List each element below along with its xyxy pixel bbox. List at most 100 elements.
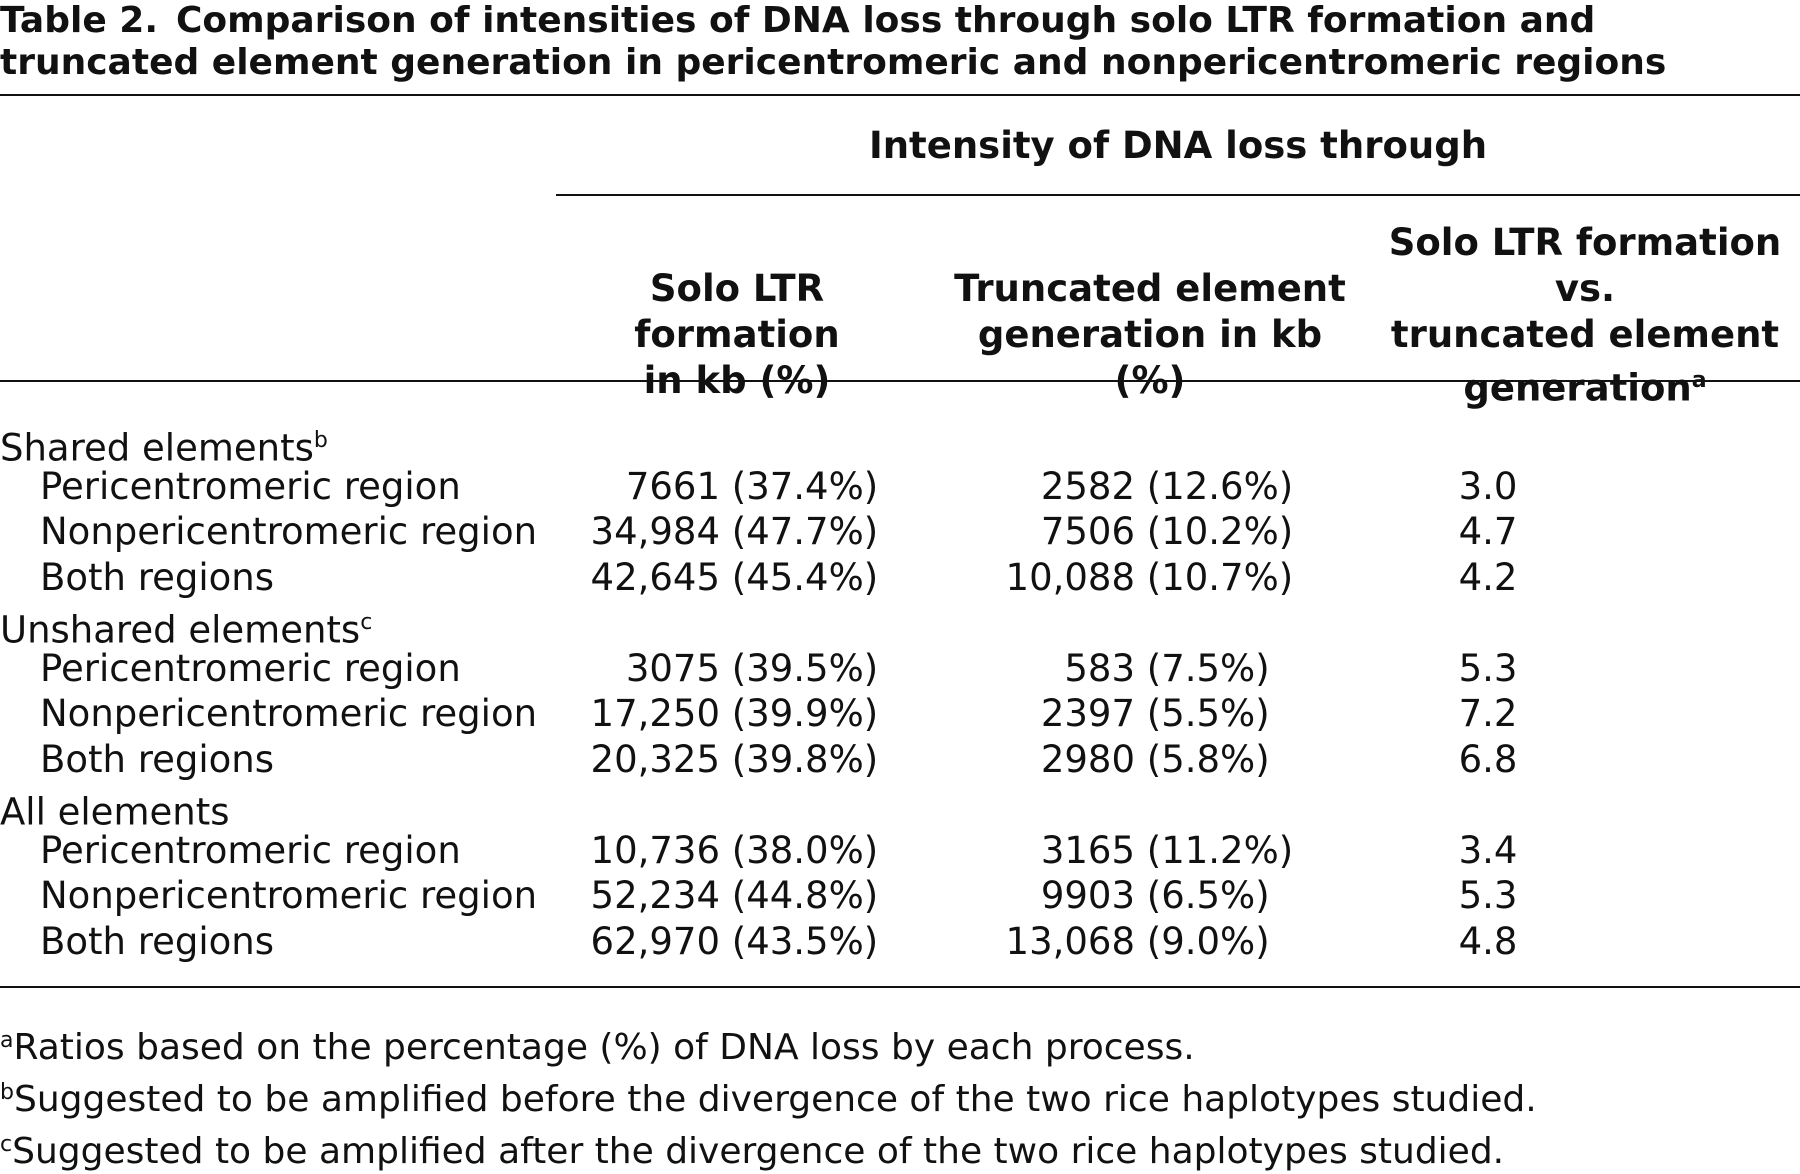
row-label: Both regions xyxy=(40,737,275,781)
column-header-solo-ltr-line1: Solo LTR formation xyxy=(634,267,840,356)
truncated-cell: 10,088 (10.7%) xyxy=(960,555,1294,601)
footnote: bSuggested to be amplified before the di… xyxy=(0,1070,1800,1122)
column-header-solo-ltr: Solo LTR formation in kb (%) xyxy=(552,266,922,404)
truncated-pct: (12.6%) xyxy=(1146,464,1294,508)
solo-ltr-pct: (39.8%) xyxy=(731,737,879,781)
column-header-truncated-line1: Truncated element xyxy=(954,267,1346,310)
footnote-mark: b xyxy=(0,1080,14,1105)
solo-ltr-pct: (37.4%) xyxy=(731,464,879,508)
solo-ltr-cell: 52,234 (44.8%) xyxy=(560,873,880,919)
table-title: Table 2. Comparison of intensities of DNA… xyxy=(0,0,1790,84)
ratio-cell: 3.0 xyxy=(1458,464,1518,508)
row-label: Pericentromeric region xyxy=(40,464,461,508)
truncated-kb: 2582 xyxy=(1040,464,1135,508)
group-row: All elements xyxy=(0,782,1800,833)
table-row: Both regions 42,645 (45.4%) 10,088 (10.7%)… xyxy=(0,555,1800,601)
ratio-cell: 4.7 xyxy=(1458,510,1518,553)
table-row: Both regions 62,970 (43.5%) 13,068 (9.0%) 4… xyxy=(0,919,1800,965)
ratio-cell: 7.2 xyxy=(1458,692,1518,735)
solo-ltr-cell: 62,970 (43.5%) xyxy=(560,919,880,965)
truncated-kb: 2397 xyxy=(1040,692,1135,735)
ratio-cell: 4.2 xyxy=(1458,555,1518,599)
truncated-kb: 13,068 xyxy=(1005,919,1135,963)
group-label-text: Unshared elements xyxy=(0,608,361,652)
group-label-sup: c xyxy=(360,610,373,635)
solo-ltr-kb: 52,234 xyxy=(590,874,720,917)
solo-ltr-cell: 20,325 (39.8%) xyxy=(560,737,880,783)
table-row: Nonpericentromeric region 34,984 (47.7%) 7… xyxy=(0,509,1800,555)
truncated-kb: 2980 xyxy=(1040,737,1135,781)
solo-ltr-pct: (39.5%) xyxy=(731,646,879,690)
truncated-pct: (10.7%) xyxy=(1146,555,1294,599)
truncated-cell: 2397 (5.5%) xyxy=(960,691,1290,737)
top-rule xyxy=(0,94,1800,96)
truncated-pct: (7.5%) xyxy=(1146,646,1270,690)
column-header-ratio-line3-text: generation xyxy=(1463,366,1692,410)
solo-ltr-kb: 7661 xyxy=(625,464,720,508)
truncated-cell: 7506 (10.2%) xyxy=(960,509,1293,555)
bottom-rule xyxy=(0,986,1800,988)
solo-ltr-kb: 62,970 xyxy=(590,919,720,963)
truncated-cell: 583 (7.5%) xyxy=(960,646,1290,692)
footnote-mark: c xyxy=(0,1132,13,1157)
solo-ltr-pct: (47.7%) xyxy=(731,510,879,553)
solo-ltr-cell: 7661 (37.4%) xyxy=(560,464,880,510)
group-label-text: All elements xyxy=(0,790,230,834)
truncated-pct: (6.5%) xyxy=(1146,874,1270,917)
solo-ltr-pct: (43.5%) xyxy=(731,919,879,963)
truncated-kb: 9903 xyxy=(1040,874,1135,917)
solo-ltr-pct: (39.9%) xyxy=(731,692,879,735)
ratio-cell: 3.4 xyxy=(1458,828,1518,872)
footnote-text: Suggested to be amplified after the dive… xyxy=(12,1131,1505,1172)
table-label: Table 2. xyxy=(0,0,158,41)
solo-ltr-pct: (45.4%) xyxy=(731,555,879,599)
column-header-ratio: Solo LTR formation vs. truncated element… xyxy=(1370,220,1800,411)
row-label: Nonpericentromeric region xyxy=(40,692,538,735)
solo-ltr-cell: 42,645 (45.4%) xyxy=(560,555,880,601)
truncated-cell: 2582 (12.6%) xyxy=(960,464,1293,510)
truncated-pct: (9.0%) xyxy=(1146,919,1270,963)
column-header-ratio-line1: Solo LTR formation vs. xyxy=(1388,221,1782,310)
table-row: Pericentromeric region 10,736 (38.0%) 3165… xyxy=(0,828,1800,874)
truncated-cell: 13,068 (9.0%) xyxy=(960,919,1290,965)
group-label-sup: b xyxy=(313,428,328,453)
row-label: Pericentromeric region xyxy=(40,646,461,690)
solo-ltr-kb: 20,325 xyxy=(590,737,720,781)
solo-ltr-cell: 3075 (39.5%) xyxy=(560,646,880,692)
footnote-text: Ratios based on the percentage (%) of DN… xyxy=(13,1027,1195,1068)
truncated-kb: 10,088 xyxy=(1005,555,1135,599)
group-row: Unshared elementsc xyxy=(0,600,1800,651)
truncated-cell: 3165 (11.2%) xyxy=(960,828,1293,874)
solo-ltr-kb: 42,645 xyxy=(590,555,720,599)
table-caption: Comparison of intensities of DNA loss th… xyxy=(0,0,1667,83)
solo-ltr-kb: 34,984 xyxy=(590,510,720,553)
group-label: All elements xyxy=(0,782,229,835)
ratio-cell: 5.3 xyxy=(1458,646,1518,690)
row-label: Nonpericentromeric region xyxy=(40,874,538,917)
group-header-rule xyxy=(556,194,1800,196)
solo-ltr-kb: 17,250 xyxy=(590,692,720,735)
group-row: Shared elementsb xyxy=(0,418,1800,469)
solo-ltr-cell: 17,250 (39.9%) xyxy=(560,691,880,737)
column-header-ratio-line3: generationa xyxy=(1370,358,1800,411)
solo-ltr-kb: 10,736 xyxy=(590,828,720,872)
truncated-kb: 7506 xyxy=(1040,510,1135,553)
solo-ltr-kb: 3075 xyxy=(625,646,720,690)
row-label: Nonpericentromeric region xyxy=(40,510,538,553)
column-header-ratio-line2: truncated element xyxy=(1390,313,1780,356)
solo-ltr-pct: (38.0%) xyxy=(731,828,879,872)
truncated-pct: (10.2%) xyxy=(1146,510,1294,553)
table-body: Shared elementsb Pericentromeric region 76… xyxy=(0,418,1800,964)
column-header-truncated: Truncated element generation in kb (%) xyxy=(940,266,1360,404)
truncated-kb: 3165 xyxy=(1040,828,1135,872)
truncated-cell: 2980 (5.8%) xyxy=(960,737,1290,783)
group-label: Unshared elementsc xyxy=(0,600,372,653)
ratio-cell: 4.8 xyxy=(1458,919,1518,963)
column-group-header: Intensity of DNA loss through xyxy=(868,124,1488,167)
footnote: cSuggested to be amplified after the div… xyxy=(0,1122,1800,1174)
row-label: Both regions xyxy=(40,555,275,599)
truncated-pct: (5.8%) xyxy=(1146,737,1270,781)
solo-ltr-pct: (44.8%) xyxy=(731,874,879,917)
ratio-cell: 6.8 xyxy=(1458,737,1518,781)
truncated-pct: (5.5%) xyxy=(1146,692,1270,735)
